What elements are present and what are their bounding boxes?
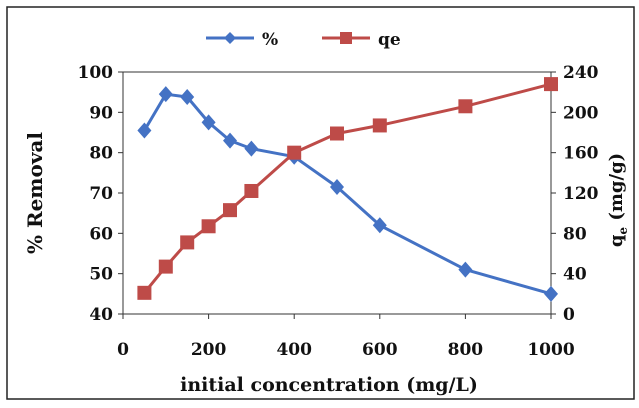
data-point-qe (244, 184, 258, 198)
left-tick-label: 90 (89, 103, 113, 123)
x-tick-label: 1000 (527, 340, 574, 360)
data-point-qe (373, 118, 387, 132)
right-axis-title-unit: (mg/g) (606, 153, 627, 227)
right-tick-label: 0 (563, 305, 575, 325)
data-point-qe (180, 235, 194, 249)
x-tick-label: 0 (117, 340, 129, 360)
left-tick-label: 50 (89, 265, 113, 285)
left-tick-label: 100 (78, 63, 114, 83)
left-tick-label: 40 (89, 305, 113, 325)
x-tick-label: 200 (191, 340, 227, 360)
data-point-qe (137, 286, 151, 300)
data-point-qe (330, 127, 344, 141)
data-point-qe (458, 99, 472, 113)
left-tick-label: 70 (89, 184, 113, 204)
data-point-qe (202, 219, 216, 233)
data-point-qe (223, 203, 237, 217)
left-tick-label: 80 (89, 144, 113, 164)
data-point-qe (544, 77, 558, 91)
legend-label-qe: qe (378, 30, 401, 50)
x-tick-label: 800 (448, 340, 484, 360)
right-tick-label: 160 (563, 144, 599, 164)
x-tick-label: 600 (362, 340, 398, 360)
legend-marker-qe (340, 32, 352, 44)
data-point-qe (159, 260, 173, 274)
data-point-qe (287, 146, 301, 160)
legend-label-removal: % (262, 30, 278, 50)
right-tick-label: 120 (563, 184, 599, 204)
left-tick-label: 60 (89, 224, 113, 244)
right-axis-title-q: q (606, 234, 627, 247)
right-tick-label: 200 (563, 103, 599, 123)
x-axis-title: initial concentration (mg/L) (180, 374, 478, 396)
right-tick-label: 240 (563, 63, 599, 83)
x-tick-label: 400 (276, 340, 312, 360)
right-tick-label: 80 (563, 224, 587, 244)
right-tick-label: 40 (563, 265, 587, 285)
left-axis-title: % Removal (23, 132, 47, 254)
